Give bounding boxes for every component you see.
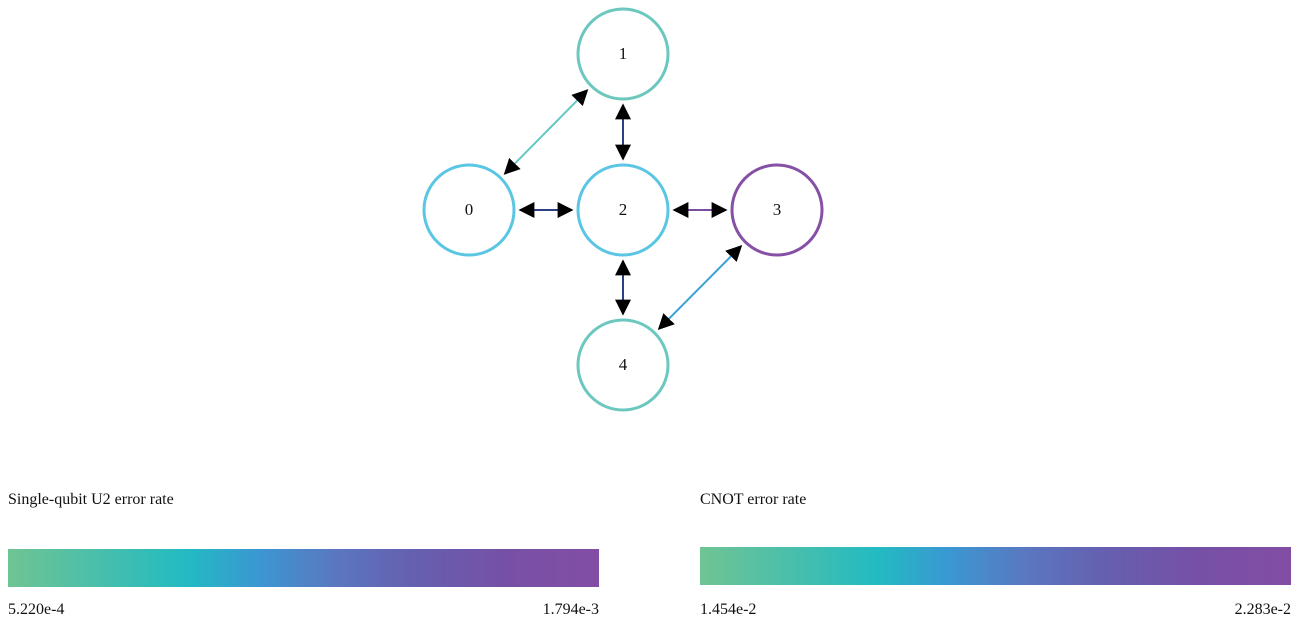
qubit-node-4: 4: [576, 318, 670, 412]
qubit-label-0: 0: [465, 200, 474, 219]
qubit-label-1: 1: [619, 44, 628, 63]
cnot-legend-min: 1.454e-2: [700, 601, 757, 618]
qubit-node-0: 0: [422, 163, 516, 257]
qubit-circle-4: [576, 318, 670, 412]
cnot-legend-title: CNOT error rate: [700, 491, 807, 508]
qubit-label-3: 3: [773, 200, 782, 219]
cnot-legend-max: 2.283e-2: [1234, 601, 1291, 618]
qubit-circle-3: [730, 163, 824, 257]
u2-error-legend: Single-qubit U2 error rate 5.220e-4 1.79…: [8, 491, 599, 618]
u2-legend-max: 1.794e-3: [542, 601, 599, 618]
edges-layer: [503, 89, 743, 330]
qubit-circle-1: [576, 7, 670, 101]
u2-colorbar: [8, 549, 599, 587]
cnot-error-legend: CNOT error rate 1.454e-2 2.283e-2: [700, 491, 1291, 618]
qubit-label-2: 2: [619, 200, 628, 219]
qubit-circle-2: [576, 163, 670, 257]
qubit-node-1: 1: [576, 7, 670, 101]
qubit-circle-0: [422, 163, 516, 257]
u2-legend-title: Single-qubit U2 error rate: [8, 491, 174, 508]
qubit-label-4: 4: [619, 355, 628, 374]
nodes-layer: 0 1 2 3 4: [422, 7, 824, 412]
qubit-connectivity-graph: 0 1 2 3 4: [422, 7, 824, 412]
qubit-node-3: 3: [730, 163, 824, 257]
u2-legend-min: 5.220e-4: [8, 601, 65, 618]
cnot-colorbar: [700, 547, 1291, 585]
qubit-node-2: 2: [576, 163, 670, 257]
edge-0-1: [503, 89, 589, 175]
edge-4-3: [657, 245, 743, 330]
